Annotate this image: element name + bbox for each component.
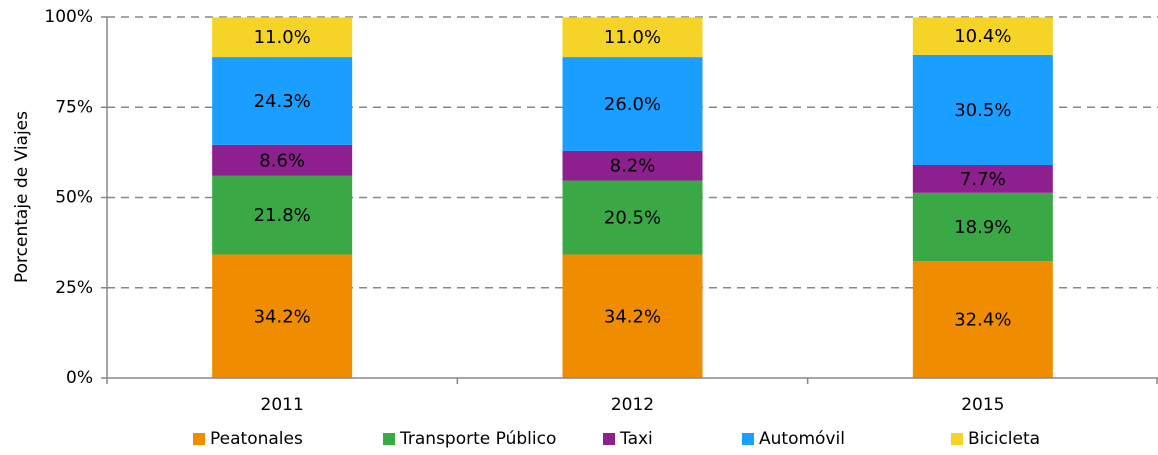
bar-segment <box>212 175 353 255</box>
bar-segment <box>562 150 703 181</box>
y-axis-label: Porcentaje de Viajes <box>12 111 32 283</box>
data-label: 8.2% <box>610 156 656 177</box>
data-label: 8.6% <box>259 150 305 171</box>
bar-segment <box>562 254 703 378</box>
bar-segment <box>212 254 353 378</box>
y-tick-label: 100% <box>44 7 93 27</box>
data-label: 11.0% <box>604 27 661 48</box>
y-tick-label: 25% <box>55 278 93 298</box>
bar-segment <box>212 17 353 58</box>
bar-segment <box>212 57 353 145</box>
legend-swatch <box>193 433 205 445</box>
legend-swatch <box>951 433 963 445</box>
data-label: 18.9% <box>954 217 1011 238</box>
bar-segment <box>562 17 703 58</box>
legend-label: Peatonales <box>210 429 303 449</box>
data-label: 7.7% <box>960 169 1006 190</box>
bar-segment <box>912 261 1053 378</box>
data-label: 30.5% <box>954 100 1011 121</box>
legend-label: Bicicleta <box>968 429 1040 449</box>
data-label: 10.4% <box>954 26 1011 47</box>
data-label: 20.5% <box>604 208 661 229</box>
bar-segment <box>912 165 1053 193</box>
data-label: 34.2% <box>254 306 311 327</box>
y-tick-label: 0% <box>66 368 93 388</box>
x-tick-label: 2011 <box>261 395 304 415</box>
data-label: 26.0% <box>604 94 661 115</box>
bar-segment <box>912 192 1053 262</box>
legend-swatch <box>603 433 615 445</box>
y-tick-label: 75% <box>55 97 93 117</box>
data-label: 32.4% <box>954 310 1011 331</box>
data-label: 11.0% <box>254 27 311 48</box>
y-tick-label: 50% <box>55 188 93 208</box>
bar-segment <box>912 17 1053 55</box>
legend-swatch <box>742 433 754 445</box>
bar-segment <box>562 180 703 255</box>
bar-segment <box>912 54 1053 166</box>
bar-segment <box>562 57 703 151</box>
legend-swatch <box>383 433 395 445</box>
data-label: 24.3% <box>254 91 311 112</box>
x-tick-label: 2015 <box>961 395 1004 415</box>
legend-label: Transporte Público <box>399 429 556 449</box>
bar-segment <box>212 144 353 176</box>
legend-label: Automóvil <box>759 429 845 449</box>
x-tick-label: 2012 <box>611 395 654 415</box>
legend-label: Taxi <box>619 429 653 449</box>
data-label: 34.2% <box>604 306 661 327</box>
data-label: 21.8% <box>254 205 311 226</box>
